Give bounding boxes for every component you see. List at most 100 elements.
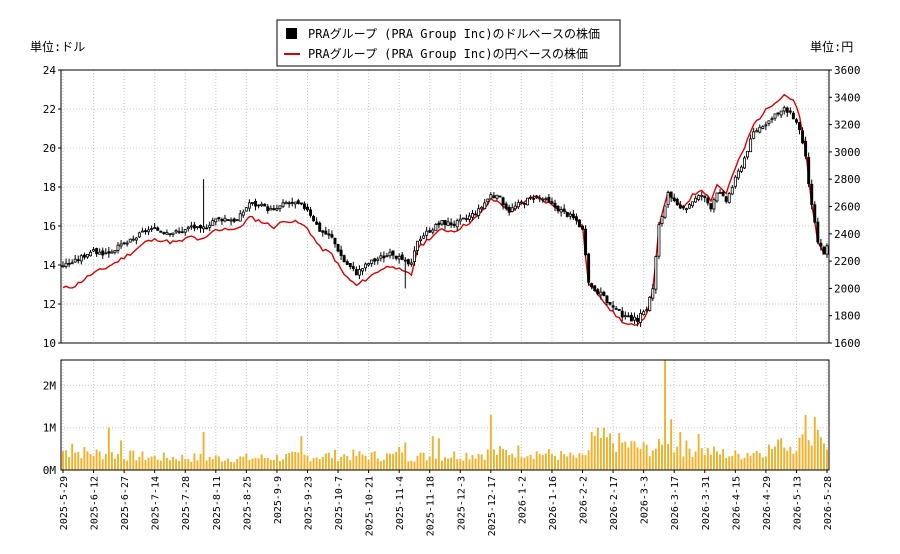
volume-bar [551,454,553,470]
volume-bar [569,452,572,470]
x-tick-label: 2026-2-2 [579,476,590,524]
volume-bar [670,419,673,470]
volume-bar [376,458,379,470]
volume-bar [810,445,813,470]
volume-bar [107,427,110,470]
volume-bar [514,457,517,470]
candle-body [657,224,661,257]
volume-bar [132,450,135,470]
candle-body [416,240,419,251]
volume-bar [220,461,223,470]
candle-body [140,230,144,233]
candle-body [452,223,456,226]
candle-body [489,194,493,200]
volume-bar [609,433,611,470]
candle-body [743,157,746,169]
candle-body [351,266,355,269]
volume-bar [120,440,123,470]
volume-bar [450,457,453,470]
volume-bar [575,457,578,470]
candle-body [749,138,753,153]
volume-bar [657,439,660,470]
volume-bar [334,449,336,470]
candle-body [794,119,798,123]
candle-body [290,201,294,204]
volume-bar [783,447,786,470]
candle-body [602,291,606,297]
left-tick-label: 18 [43,181,56,194]
volume-bar [303,454,306,470]
x-tick-label: 2026-3-3 [640,476,651,524]
volume-bar [373,451,376,470]
volume-bar [606,437,608,470]
volume-bar [590,431,593,470]
candle-body [122,242,126,245]
candle-body [810,183,814,205]
candle-body [712,199,716,210]
volume-bar [633,441,636,470]
volume-bar [703,455,706,470]
candle-body [694,197,698,203]
candle-body [691,201,695,207]
candle-body [782,107,786,112]
volume-bar [193,453,196,470]
candle-body [89,251,92,257]
volume-bar [144,459,147,470]
volume-bar [95,449,98,470]
candle-body [76,259,80,262]
volume-bar [767,444,770,470]
x-tick-label: 2025-7-28 [181,476,192,530]
candle-body [306,206,309,211]
candle-body [211,220,215,226]
candle-body [593,285,597,291]
volume-bar [688,448,691,470]
candle-body [412,250,416,262]
candle-body [107,251,111,254]
candle-body [199,224,202,229]
volume-bar [126,460,129,470]
candle-body [513,205,517,210]
volume-bar [459,458,462,470]
volume-bar [92,455,95,470]
volume-bar [224,460,226,470]
candle-body [480,206,484,210]
candle-body [559,209,563,213]
candle-body [254,200,257,207]
right-tick-label: 2400 [834,228,861,241]
volume-bar [321,456,324,470]
candle-body [752,131,756,139]
volume-bar [489,415,492,470]
candle-body [137,232,141,238]
candle-body [281,202,285,207]
volume-bar [416,455,419,470]
candle-body [568,213,572,217]
candle-body [67,262,71,265]
volume-bar [434,458,437,470]
volume-bar [275,454,278,470]
volume-bar [737,453,740,470]
volume-tick-label: 1M [43,422,57,435]
volume-bar [780,438,783,470]
candle-body [672,197,676,201]
x-tick-label: 2025-9-9 [273,476,284,524]
volume-bar [697,434,700,470]
volume-bar [807,440,810,470]
candle-body [266,206,270,211]
candle-body [321,230,325,233]
candle-body [183,229,187,233]
candle-body [162,232,166,234]
volume-bar [492,449,495,470]
candle-body [150,228,154,230]
volume-bar [725,458,728,470]
volume-bar [621,442,624,470]
volume-bar [358,451,361,470]
candle-body [272,208,276,211]
candle-body [373,258,377,262]
volume-bar [272,459,275,470]
candle-body [241,211,245,216]
candle-body [736,170,740,179]
candle-body [486,198,490,203]
candle-body [807,156,811,185]
candle-body [626,315,630,318]
candle-body [168,233,172,236]
